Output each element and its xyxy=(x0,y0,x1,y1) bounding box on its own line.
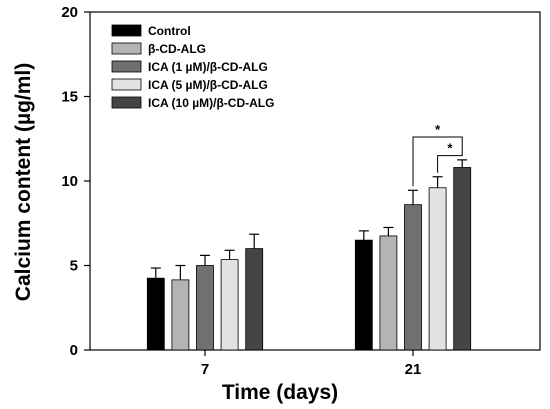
legend: Control β-CD-ALG ICA (1 µM)/β-CD-ALG ICA (5… xyxy=(111,24,274,110)
bar xyxy=(220,259,239,351)
axes: 0 5 10 15 20 7 21 xyxy=(61,4,541,378)
significance-star: * xyxy=(447,141,453,156)
x-axis-title: Time (days) xyxy=(222,381,338,404)
error-bars xyxy=(150,159,468,280)
significance-star: * xyxy=(435,122,441,137)
bars xyxy=(146,167,472,351)
legend-label: ICA (5 µM)/β-CD-ALG xyxy=(148,78,268,92)
y-axis-title: Calcium content (µg/ml) xyxy=(12,63,35,301)
legend-swatch xyxy=(111,42,142,55)
x-tick-label: 21 xyxy=(405,361,422,378)
legend-label: ICA (1 µM)/β-CD-ALG xyxy=(148,60,268,74)
bar xyxy=(196,265,214,351)
bar xyxy=(453,167,472,351)
significance-annotations: ** xyxy=(412,122,463,187)
legend-swatch xyxy=(111,78,142,91)
bar xyxy=(354,239,373,351)
significance-bracket xyxy=(412,136,463,187)
bar xyxy=(146,277,165,351)
legend-swatch xyxy=(111,60,142,73)
bar xyxy=(428,187,447,351)
bar xyxy=(404,204,422,351)
legend-swatch xyxy=(111,24,142,37)
legend-label: β-CD-ALG xyxy=(148,42,206,56)
x-tick-label: 7 xyxy=(201,361,209,378)
y-tick-label: 5 xyxy=(70,258,78,275)
bar xyxy=(171,279,190,351)
bar xyxy=(379,235,398,351)
bar xyxy=(245,248,264,351)
legend-label: Control xyxy=(148,24,191,38)
legend-label: ICA (10 µM)/β-CD-ALG xyxy=(148,96,274,110)
significance-bracket xyxy=(437,155,463,173)
y-tick-label: 15 xyxy=(61,89,78,106)
y-tick-label: 10 xyxy=(61,173,78,190)
y-tick-label: 0 xyxy=(70,342,78,359)
y-tick-label: 20 xyxy=(61,4,78,21)
legend-swatch xyxy=(111,96,142,109)
